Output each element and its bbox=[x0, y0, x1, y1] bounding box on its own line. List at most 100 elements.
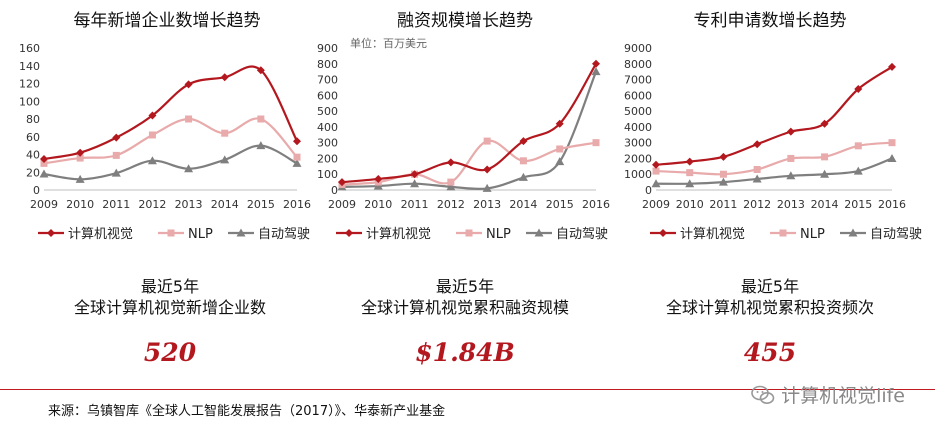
chart-3-series-ad-point bbox=[820, 169, 830, 178]
chart-3-series-ad-point bbox=[887, 153, 897, 162]
chart-1-series-ad-point bbox=[75, 174, 85, 183]
chart-3-legend-cv-marker bbox=[659, 229, 667, 237]
stat-block-1: 最近5年 全球计算机视觉新增企业数 bbox=[20, 276, 320, 318]
chart-3-xtick: 2015 bbox=[844, 198, 872, 211]
source-note: 来源：乌镇智库《全球人工智能发展报告（2017）》、华泰新产业基金 bbox=[48, 404, 446, 419]
chart-3-legend-ad-label: 自动驾驶 bbox=[870, 227, 922, 242]
chart-3-legend-cv: 计算机视觉 bbox=[650, 227, 745, 242]
chart-3-series-cv-point bbox=[854, 85, 863, 94]
chart-3-series-ad-point bbox=[718, 177, 728, 186]
chart-3-series-nlp-point bbox=[753, 165, 761, 173]
chart-1-ytick: 80 bbox=[26, 113, 40, 126]
chart-3-xtick: 2013 bbox=[777, 198, 805, 211]
chart-2-series-cv-point bbox=[410, 170, 419, 179]
chart-2-series-ad-point bbox=[555, 157, 565, 166]
chart-1-xtick: 2016 bbox=[283, 198, 311, 211]
chart-3-series-cv-point bbox=[652, 160, 660, 169]
chart-2-series-ad-point bbox=[446, 182, 456, 191]
chart-2-series-cv-point bbox=[592, 59, 600, 68]
chart-3-series-cv-point bbox=[685, 157, 694, 166]
chart-3-legend-ad: 自动驾驶 bbox=[840, 227, 922, 242]
chart-2-xtick: 2010 bbox=[364, 198, 392, 211]
chart-2-series-nlp-point bbox=[556, 145, 564, 153]
chart-3-legend-nlp: NLP bbox=[770, 227, 825, 242]
chart-2-legend-cv: 计算机视觉 bbox=[336, 227, 431, 242]
chart-3-series-nlp-point bbox=[821, 153, 829, 161]
chart-3-ytick: 7000 bbox=[624, 74, 652, 87]
chart-3-xtick: 2012 bbox=[743, 198, 771, 211]
chart-1-series-ad-point bbox=[184, 164, 194, 173]
chart-3-series-cv-point bbox=[820, 119, 829, 128]
chart-2-legend-cv-marker bbox=[345, 229, 353, 237]
chart-1-ytick: 40 bbox=[26, 149, 40, 162]
chart-3-ytick: 4000 bbox=[624, 121, 652, 134]
chart-3-ytick: 2000 bbox=[624, 152, 652, 165]
stat-block-3: 最近5年 全球计算机视觉累积投资频次 bbox=[620, 276, 920, 318]
chart-2-xtick: 2011 bbox=[401, 198, 429, 211]
chart-1-series-cv-point bbox=[256, 66, 265, 75]
chart-1-legend-ad-marker bbox=[236, 228, 246, 237]
chart-2-series-cv-point bbox=[374, 174, 383, 183]
chart-3-series-ad-point bbox=[752, 174, 762, 183]
chart-1-legend-nlp: NLP bbox=[158, 227, 213, 242]
chart-2-legend-ad: 自动驾驶 bbox=[526, 227, 608, 242]
chart-3-series-nlp-point bbox=[686, 169, 694, 177]
chart-1-legend-ad: 自动驾驶 bbox=[228, 227, 310, 242]
chart-3-xtick: 2009 bbox=[642, 198, 670, 211]
chart-1-xtick: 2009 bbox=[30, 198, 58, 211]
chart-1-ytick: 0 bbox=[33, 184, 40, 197]
chart-2-series-cv-point bbox=[338, 178, 346, 187]
chart-2-xtick: 2014 bbox=[509, 198, 537, 211]
chart-1-series-nlp-point bbox=[112, 151, 120, 159]
chart-3-series-ad-point bbox=[786, 171, 796, 180]
chart-2-series-nlp-point bbox=[447, 178, 455, 186]
chart-2-series-cv-point bbox=[446, 158, 455, 167]
chart-1-series-cv-point bbox=[184, 80, 193, 89]
chart-1-series-cv-point bbox=[293, 137, 301, 146]
chart-3-ytick: 3000 bbox=[624, 137, 652, 150]
chart-2-series-cv-point bbox=[555, 119, 564, 128]
chart-3-series-ad-point bbox=[651, 179, 661, 188]
chart-3-ytick: 5000 bbox=[624, 105, 652, 118]
chart-2-series-cv-point bbox=[519, 137, 528, 146]
chart-2-xtick: 2013 bbox=[473, 198, 501, 211]
stat-block-2: 最近5年 全球计算机视觉累积融资规模 bbox=[315, 276, 615, 318]
chart-3-legend-cv-label: 计算机视觉 bbox=[680, 227, 745, 242]
chart-2-ytick: 900 bbox=[317, 42, 338, 55]
chart-1-series-nlp-point bbox=[40, 159, 48, 167]
chart-1-series-cv-point bbox=[112, 133, 121, 142]
chart-3-series-cv-line bbox=[655, 66, 893, 166]
chart-3-ytick: 1000 bbox=[624, 168, 652, 181]
chart-3-series-cv-point bbox=[719, 152, 728, 161]
chart-3-series-nlp-point bbox=[652, 167, 660, 175]
chart-1-title: 每年新增企业数增长趋势 bbox=[74, 11, 261, 31]
chart-1-xtick: 2014 bbox=[211, 198, 239, 211]
chart-1-xtick: 2015 bbox=[247, 198, 275, 211]
chart-2-legend-nlp-label: NLP bbox=[486, 227, 511, 242]
stat-1-value: 520 bbox=[143, 338, 197, 367]
chart-1-series-ad-line bbox=[43, 144, 298, 181]
chart-2-unit-note: 单位：百万美元 bbox=[350, 36, 427, 50]
chart-1-xtick: 2011 bbox=[102, 198, 130, 211]
chart-2-legend-nlp-marker bbox=[465, 229, 473, 237]
chart-1-xtick: 2010 bbox=[66, 198, 94, 211]
chart-1-legend-nlp-label: NLP bbox=[188, 227, 213, 242]
chart-2-xtick: 2015 bbox=[546, 198, 574, 211]
chart-3-legend-ad-marker bbox=[848, 228, 858, 237]
chart-1-legend-nlp-marker bbox=[167, 229, 175, 237]
footer-divider bbox=[0, 389, 935, 390]
chart-1-series-nlp-point bbox=[76, 154, 84, 162]
stat-2-value: $1.84B bbox=[415, 338, 515, 367]
stat-1-line2: 全球计算机视觉新增企业数 bbox=[73, 298, 266, 317]
chart-2-ytick: 800 bbox=[317, 58, 338, 71]
chart-1-series-ad-point bbox=[292, 158, 302, 167]
chart-3: 专利申请数增长趋势 0 1000 2000 3000 4000 5000 6000 7000 80… bbox=[624, 11, 922, 242]
chart-1-series-cv-point bbox=[148, 111, 157, 120]
chart-1-xtick: 2012 bbox=[138, 198, 166, 211]
chart-2-legend-ad-label: 自动驾驶 bbox=[556, 227, 608, 242]
chart-1-legend-cv-label: 计算机视觉 bbox=[68, 227, 133, 242]
chart-1-xtick: 2013 bbox=[175, 198, 203, 211]
chart-3-series-nlp-point bbox=[888, 139, 896, 147]
chart-1-legend-cv-marker bbox=[47, 229, 55, 237]
stat-3-line2: 全球计算机视觉累积投资频次 bbox=[665, 298, 874, 317]
